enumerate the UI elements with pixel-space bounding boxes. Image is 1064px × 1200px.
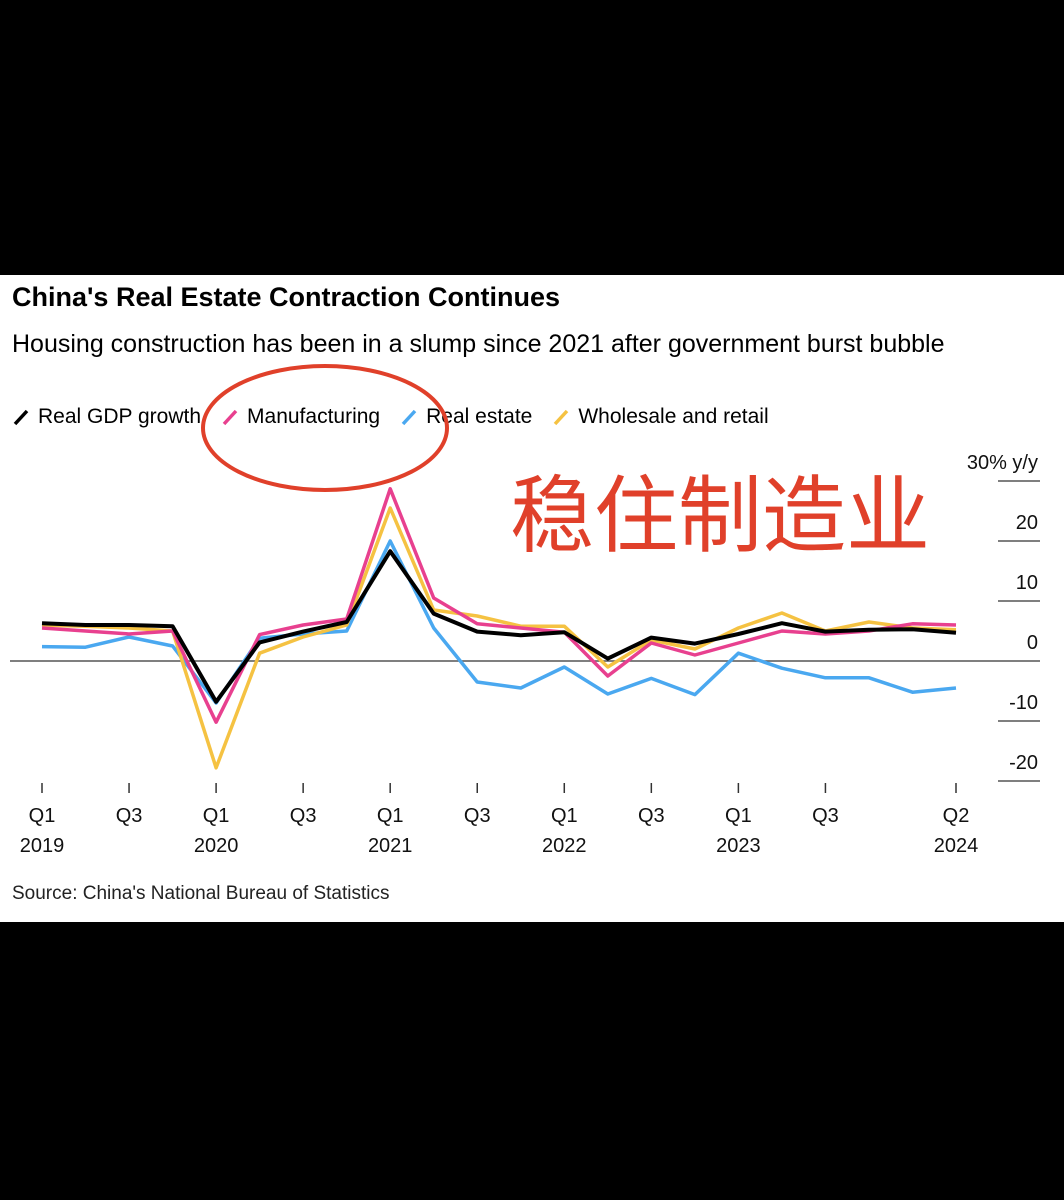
x-tick-label: Q2 2024 bbox=[934, 805, 979, 857]
x-tick-label: Q1 2019 bbox=[20, 805, 65, 857]
chart-title: China's Real Estate Contraction Continue… bbox=[12, 282, 561, 312]
legend-item: Manufacturing bbox=[221, 405, 380, 429]
legend-label: Real GDP growth bbox=[38, 405, 202, 428]
legend-swatch bbox=[401, 409, 417, 426]
legend-swatch bbox=[222, 409, 238, 426]
legend-item: Real estate bbox=[400, 405, 532, 429]
legend-item: Real GDP growth bbox=[12, 405, 201, 429]
series-line bbox=[41, 506, 957, 770]
x-tick-label: Q3 bbox=[290, 805, 317, 827]
y-tick-label: -20 bbox=[1009, 752, 1038, 774]
annotation-text: 稳住制造业 bbox=[510, 469, 930, 563]
annotation-circle bbox=[201, 364, 449, 492]
legend-mark bbox=[401, 409, 417, 426]
x-tick-label: Q3 bbox=[638, 805, 665, 827]
legend-mark bbox=[554, 409, 569, 426]
x-tick-label: Q1 2020 bbox=[194, 805, 239, 857]
legend-mark bbox=[13, 409, 29, 426]
y-tick-label: 30% y/y bbox=[967, 452, 1038, 474]
legend-item: Wholesale and retail bbox=[552, 405, 769, 429]
chart-subtitle: Housing construction has been in a slump… bbox=[12, 330, 945, 358]
legend-mark bbox=[222, 409, 238, 426]
y-tick-label: -10 bbox=[1009, 692, 1038, 714]
legend-swatch bbox=[554, 409, 569, 426]
x-tick-label: Q3 bbox=[812, 805, 839, 827]
legend-label: Wholesale and retail bbox=[578, 405, 769, 428]
legend-label: Real estate bbox=[426, 405, 533, 428]
y-tick-label: 10 bbox=[1016, 572, 1038, 594]
y-tick-label: 20 bbox=[1016, 512, 1038, 534]
y-tick-label: 0 bbox=[1027, 632, 1038, 654]
legend: Real GDP growth Manufacturing Real estate W… bbox=[12, 405, 769, 429]
x-tick-label: Q1 2023 bbox=[716, 805, 761, 857]
chart-panel bbox=[0, 275, 1064, 922]
x-tick-label: Q1 2022 bbox=[542, 805, 587, 857]
x-tick-label: Q1 2021 bbox=[368, 805, 413, 857]
legend-label: Manufacturing bbox=[247, 405, 381, 428]
x-tick-label: Q3 bbox=[116, 805, 143, 827]
series-line bbox=[41, 549, 957, 704]
source-note: Source: China's National Bureau of Stati… bbox=[12, 883, 390, 904]
x-tick-label: Q3 bbox=[464, 805, 491, 827]
legend-swatch bbox=[13, 409, 29, 426]
series-line bbox=[41, 487, 957, 724]
